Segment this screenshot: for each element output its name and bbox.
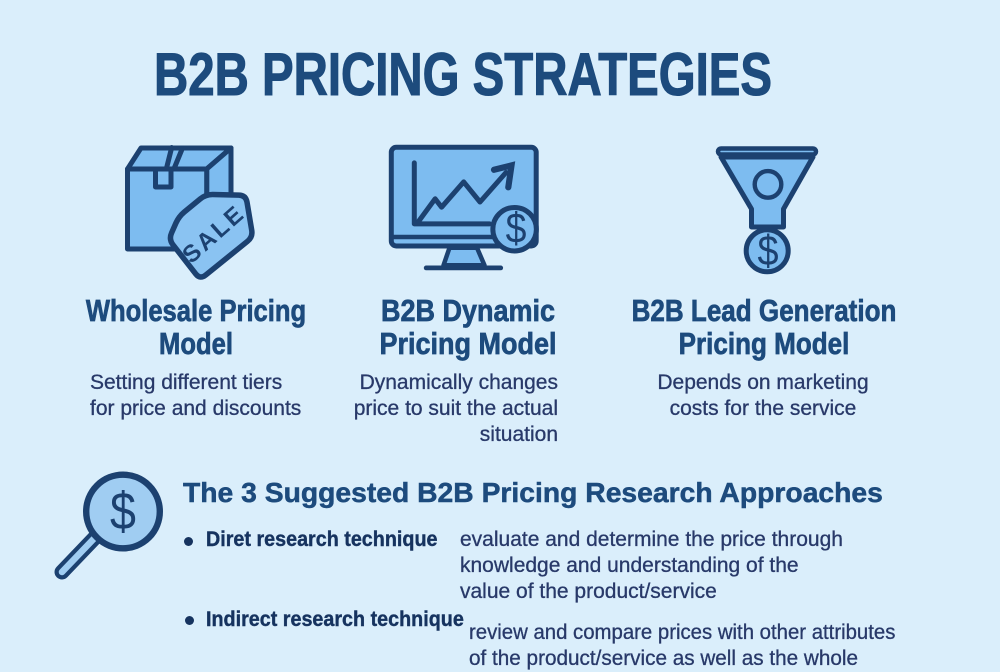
svg-text:$: $	[110, 482, 136, 541]
svg-text:$: $	[506, 205, 527, 252]
svg-text:$: $	[757, 226, 778, 275]
